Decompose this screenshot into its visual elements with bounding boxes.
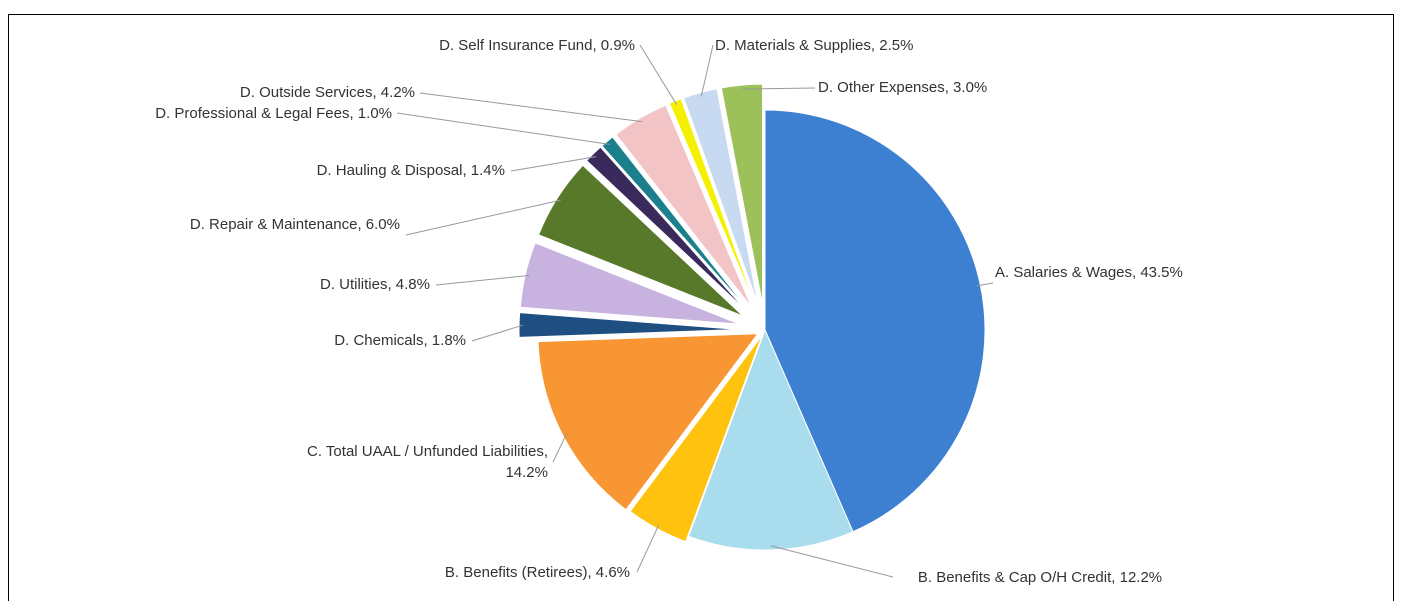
pie-slice <box>585 146 748 312</box>
data-label: D. Other Expenses, 3.0% <box>818 79 988 96</box>
data-label: B. Benefits (Retirees), 4.6% <box>444 564 630 581</box>
data-label: D. Outside Services, 4.2% <box>239 84 415 101</box>
leader-line <box>405 199 561 236</box>
leader-line <box>636 524 660 573</box>
pie-slice <box>615 104 753 308</box>
leader-line <box>976 282 994 287</box>
pie-slice <box>537 164 744 317</box>
pie-slice <box>687 328 854 551</box>
data-label: B. Benefits & Cap O/H Credit, 12.2% <box>917 569 1163 586</box>
leader-line <box>510 156 597 172</box>
leader-line <box>770 545 894 578</box>
data-label: D. Repair & Maintenance, 6.0% <box>189 216 400 233</box>
leader-line <box>471 324 524 342</box>
leader-line <box>552 433 567 463</box>
pie-slice <box>519 242 740 325</box>
data-label: D. Hauling & Disposal, 1.4% <box>316 162 505 179</box>
pie-slice <box>668 98 756 306</box>
chart-frame <box>8 14 1394 601</box>
data-label: D. Professional & Legal Fees, 1.0% <box>155 105 392 122</box>
data-label: D. Self Insurance Fund, 0.9% <box>439 37 635 54</box>
leader-line <box>742 87 816 90</box>
leader-line <box>419 92 642 123</box>
pie-slice <box>720 83 764 305</box>
pie-slice <box>518 312 740 338</box>
data-label: D. Chemicals, 1.8% <box>334 332 466 349</box>
data-label: A. Salaries & Wages, 43.5% <box>995 264 1183 281</box>
pie-slice <box>601 136 749 311</box>
leader-line <box>396 112 610 145</box>
leader-line <box>435 274 530 286</box>
leader-line <box>700 44 714 97</box>
data-label: C. Total UAAL / Unfunded Liabilities, 14… <box>307 443 548 481</box>
pie-slice <box>537 333 759 511</box>
data-label: D. Materials & Supplies, 2.5% <box>715 37 914 54</box>
leader-line <box>639 44 678 105</box>
data-label: D. Utilities, 4.8% <box>319 276 430 293</box>
pie-slice <box>683 88 759 306</box>
